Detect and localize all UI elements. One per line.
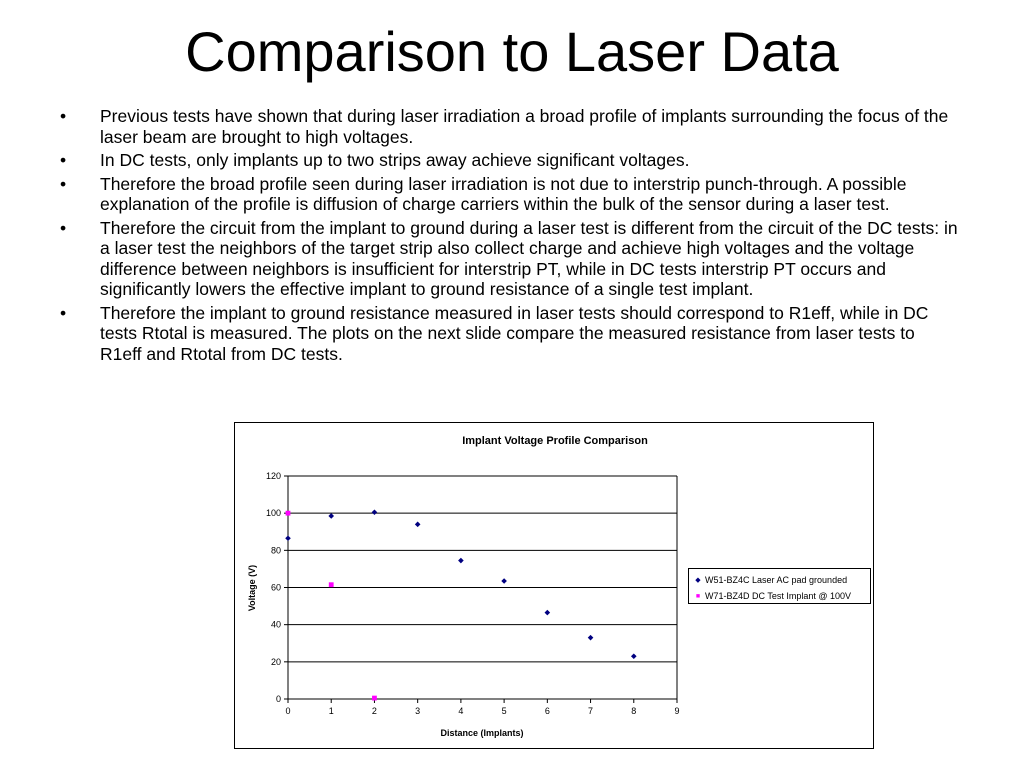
diamond-marker-icon: ◆	[695, 577, 701, 584]
data-point-diamond	[587, 634, 594, 641]
bullet-marker: •	[60, 106, 67, 126]
y-tick-label: 120	[266, 471, 281, 481]
y-tick-label: 40	[271, 620, 281, 630]
bullet-item: • Previous tests have shown that during …	[60, 106, 960, 147]
slide-title: Comparison to Laser Data	[185, 20, 839, 83]
x-axis-label: Distance (Implants)	[440, 728, 523, 738]
x-tick-label: 6	[545, 706, 550, 716]
chart-title: Implant Voltage Profile Comparison	[462, 435, 648, 447]
data-point-diamond	[285, 535, 291, 542]
bullet-marker: •	[60, 302, 67, 323]
x-tick-label: 9	[674, 706, 679, 716]
legend-item: ■ W71-BZ4D DC Test Implant @ 100V	[693, 588, 870, 604]
bullet-marker: •	[60, 173, 67, 194]
legend-label: W51-BZ4C Laser AC pad grounded	[705, 575, 848, 585]
data-point-diamond	[328, 513, 335, 519]
x-tick-label: 5	[502, 706, 507, 716]
y-tick-label: 80	[271, 545, 281, 555]
y-tick-label: 100	[266, 508, 281, 518]
x-tick-label: 7	[588, 706, 593, 716]
y-tick-label: 60	[271, 583, 281, 593]
data-point-diamond	[501, 578, 507, 584]
bullet-text: Therefore the implant to ground resistan…	[100, 302, 929, 364]
scatter-chart: Implant Voltage Profile Comparison Dista…	[247, 435, 680, 738]
x-tick-label: 3	[415, 706, 420, 716]
bullet-marker: •	[60, 150, 67, 170]
data-point-diamond	[544, 609, 551, 616]
data-point-square	[285, 510, 291, 516]
x-tick-label: 1	[329, 706, 334, 716]
x-tick-label: 2	[372, 706, 377, 716]
data-point-square	[372, 695, 377, 701]
bullet-text: In DC tests, only implants up to two str…	[100, 150, 690, 170]
y-axis-label: Voltage (V)	[247, 565, 257, 611]
x-tick-label: 4	[458, 706, 463, 716]
bullet-marker: •	[60, 217, 67, 238]
x-tick-label: 0	[285, 706, 290, 716]
bullet-item: • Therefore the broad profile seen durin…	[60, 174, 960, 215]
square-marker-icon: ■	[695, 592, 701, 600]
bullet-text: Therefore the circuit from the implant t…	[100, 217, 958, 300]
x-tick-label: 8	[631, 706, 636, 716]
bullet-item: • Therefore the circuit from the implant…	[60, 218, 960, 300]
data-point-diamond	[414, 521, 421, 528]
data-point-diamond	[630, 653, 637, 660]
bullet-item: • Therefore the implant to ground resist…	[60, 303, 960, 365]
data-point-diamond	[371, 509, 378, 516]
chart-legend: ◆ W51-BZ4C Laser AC pad grounded ■ W71-B…	[688, 568, 871, 604]
bullet-text: Previous tests have shown that during la…	[100, 106, 949, 147]
y-tick-label: 0	[276, 694, 281, 704]
y-tick-label: 20	[271, 657, 281, 667]
data-point-square	[328, 582, 334, 588]
bullet-list: • Previous tests have shown that during …	[60, 106, 960, 367]
legend-label: W71-BZ4D DC Test Implant @ 100V	[705, 591, 852, 601]
legend-item: ◆ W51-BZ4C Laser AC pad grounded	[693, 572, 870, 588]
bullet-item: • In DC tests, only implants up to two s…	[60, 150, 960, 171]
bullet-text: Therefore the broad profile seen during …	[100, 173, 907, 215]
data-point-diamond	[458, 557, 464, 564]
